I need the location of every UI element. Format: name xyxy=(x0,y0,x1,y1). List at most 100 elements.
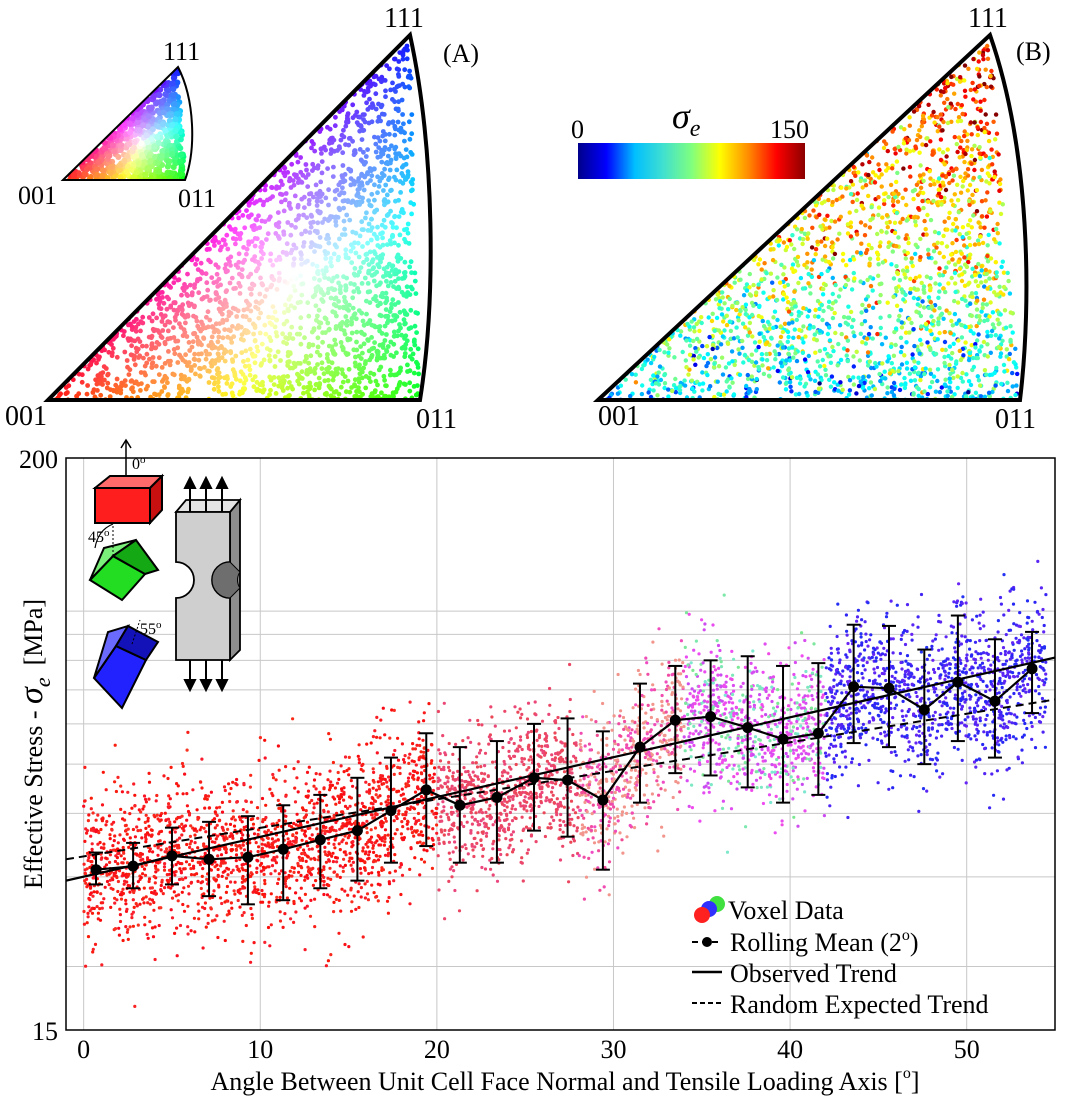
x-tick-label: 50 xyxy=(954,1035,980,1064)
rolling-mean-point xyxy=(1026,663,1038,675)
cube-45-degree: 45o xyxy=(88,520,160,602)
rolling-mean-point xyxy=(314,834,326,846)
cube-0-front xyxy=(94,487,151,524)
rolling-mean-point xyxy=(812,727,824,739)
panel-b-corner-001: 001 xyxy=(598,401,640,432)
orientation-inset: 0o 45o 55o xyxy=(88,438,242,710)
ipf-key-011: 011 xyxy=(178,184,216,213)
rolling-mean-point xyxy=(491,791,503,803)
rolling-mean-point xyxy=(90,864,102,876)
panel-a-orientation-scatter xyxy=(53,43,422,400)
rolling-mean-point xyxy=(952,676,964,688)
panel-b-corner-111: 111 xyxy=(968,3,1008,34)
y-axis-label-sub: e xyxy=(30,677,55,687)
x-axis-label-degree: o xyxy=(903,1065,911,1082)
plot-frame xyxy=(65,457,1056,1031)
x-axis-label: Angle Between Unit Cell Face Normal and … xyxy=(211,1065,920,1096)
rolling-mean-point xyxy=(242,851,254,863)
y-axis-label-prefix: Effective Stress - xyxy=(19,704,48,889)
angle-45-degree: o xyxy=(104,527,110,539)
angle-0-label: 0o xyxy=(132,454,146,473)
observed-trend-line xyxy=(66,656,1055,882)
trend-lines xyxy=(66,656,1055,882)
cube-55-degree: 55o xyxy=(92,619,162,710)
legend-observed-label: Observed Trend xyxy=(730,959,897,988)
panel-b-triangle-outline xyxy=(592,31,1029,402)
panel-b-corner-011: 011 xyxy=(995,404,1036,435)
legend-rolling-marker xyxy=(702,937,712,947)
legend-voxel-label: Voxel Data xyxy=(728,896,844,925)
y-axis-label-symbol: σ xyxy=(13,686,50,704)
rolling-mean-point xyxy=(562,774,574,786)
x-tick-label: 0 xyxy=(77,1035,90,1064)
specimen-top xyxy=(174,499,242,513)
legend: Voxel Data Rolling Mean (2o) Observed Tr… xyxy=(692,896,989,1019)
angle-0-value: 0 xyxy=(132,456,140,473)
legend-random-label: Random Expected Trend xyxy=(730,990,989,1019)
rolling-mean-point xyxy=(883,682,895,694)
x-tick-label: 10 xyxy=(247,1035,273,1064)
ipf-key-111: 111 xyxy=(163,37,200,66)
tensile-specimen xyxy=(174,475,242,693)
colorbar-min-label: 0 xyxy=(571,115,584,144)
colorbar: σe 0 150 xyxy=(571,96,809,179)
cube-0-degree: 0o xyxy=(92,438,165,526)
y-axis-label-unit: [MPa] xyxy=(19,599,48,665)
y-axis-label: Effective Stress - σe [MPa] xyxy=(13,599,55,889)
rolling-mean-point xyxy=(420,784,432,796)
ipf-key-001: 001 xyxy=(18,181,57,210)
cube-55-side xyxy=(114,624,160,662)
angle-45-value: 45 xyxy=(88,529,104,546)
main-chart: 0 10 20 30 40 50 200 15 Angle Between Unit Cell… xyxy=(13,438,1056,1096)
angle-55-value: 55 xyxy=(140,621,156,638)
rolling-mean-point xyxy=(277,843,289,855)
x-tick-label: 30 xyxy=(600,1035,626,1064)
legend-voxel-marker xyxy=(694,896,725,923)
panel-a: (A) 001 011 111 001 011 111 xyxy=(5,3,479,435)
rolling-mean-point xyxy=(203,853,215,865)
colorbar-symbol: σ xyxy=(672,96,691,136)
ipf-color-key: 001 011 111 xyxy=(18,37,216,213)
legend-rolling-degree: o xyxy=(902,927,910,944)
cube-0-side xyxy=(149,473,163,526)
rolling-mean-point xyxy=(385,805,397,817)
rolling-mean-point xyxy=(127,860,139,872)
legend-rolling-label: Rolling Mean (2o) xyxy=(730,927,919,957)
load-arrows-down xyxy=(183,660,229,693)
legend-rolling-text: Rolling Mean (2 xyxy=(730,928,902,957)
colorbar-bar xyxy=(578,143,805,179)
panel-a-corner-111: 111 xyxy=(384,3,424,34)
load-arrows-up xyxy=(183,475,229,512)
ipf-key-outline xyxy=(60,65,194,181)
rolling-mean-point xyxy=(528,772,540,784)
colorbar-symbol-sub: e xyxy=(690,116,701,142)
rolling-mean-point xyxy=(989,695,1001,707)
panel-a-corner-001: 001 xyxy=(5,401,47,432)
cube-45-side xyxy=(111,538,160,576)
panel-a-corner-011: 011 xyxy=(416,404,457,435)
rolling-mean-point xyxy=(848,681,860,693)
x-axis-label-text: Angle Between Unit Cell Face Normal and … xyxy=(211,1067,903,1096)
rolling-mean-point xyxy=(777,733,789,745)
panel-b-label: (B) xyxy=(1016,37,1051,66)
colorbar-max-label: 150 xyxy=(770,115,809,144)
rolling-mean-point xyxy=(597,794,609,806)
rolling-mean-point xyxy=(351,825,363,837)
rolling-mean-series xyxy=(89,614,1040,906)
legend-rolling-end: ) xyxy=(910,928,919,957)
colorbar-title: σe xyxy=(672,96,701,142)
rolling-mean-point xyxy=(166,850,178,862)
angle-55-degree: o xyxy=(156,619,162,631)
rolling-mean-point xyxy=(634,741,646,753)
rolling-mean-point xyxy=(705,711,717,723)
x-tick-label: 40 xyxy=(777,1035,803,1064)
y-tick-label: 15 xyxy=(32,1017,58,1046)
angle-45-label: 45o xyxy=(88,527,110,546)
panel-b: (B) 001 011 111 σe 0 150 xyxy=(571,3,1051,435)
angle-55-label: 55o xyxy=(140,619,162,638)
rolling-mean-point xyxy=(742,722,754,734)
x-axis-label-end: ] xyxy=(911,1067,920,1096)
axis-ticks: 0 10 20 30 40 50 200 15 xyxy=(19,445,980,1064)
rolling-mean-point xyxy=(918,704,930,716)
x-tick-label: 20 xyxy=(424,1035,450,1064)
